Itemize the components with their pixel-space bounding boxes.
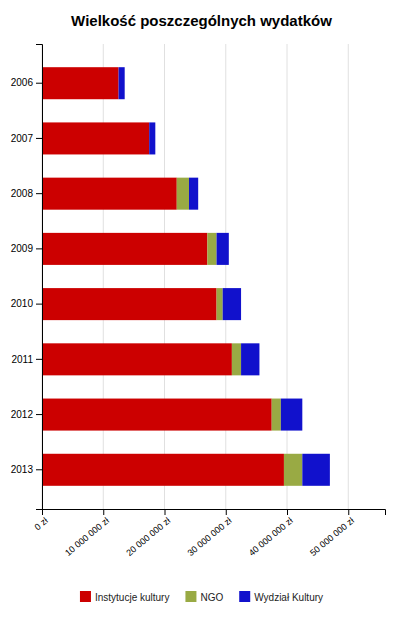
bar	[42, 454, 284, 486]
title: Wielkość poszczególnych wydatków	[71, 12, 332, 29]
x-tick: 10 000 000 zł	[63, 509, 111, 558]
y-axis: 2006 2007 2008 2009 2010 2011 2012 2013	[11, 45, 43, 510]
y-tick: 2013	[11, 464, 42, 475]
bar	[42, 343, 232, 375]
x-tick: 20 000 000 zł	[124, 509, 172, 558]
legend-swatch	[239, 591, 250, 602]
x-tick-label: 20 000 000 zł	[124, 516, 172, 558]
series	[119, 67, 330, 486]
y-tick-label: 2009	[11, 243, 34, 254]
x-tick-label: 30 000 000 zł	[186, 516, 234, 558]
x-tick-mark	[348, 509, 349, 515]
bar	[217, 233, 229, 265]
y-tick: 2006	[11, 77, 42, 88]
bar	[189, 178, 198, 210]
y-tick-mark	[36, 414, 42, 415]
y-tick-mark	[36, 469, 42, 470]
y-tick: 2009	[11, 243, 42, 254]
bar	[42, 288, 217, 320]
x-axis-line	[43, 510, 386, 516]
y-tick-label: 2013	[11, 464, 34, 475]
grid-line	[103, 44, 104, 509]
legend-item: Wydział Kultury	[239, 591, 323, 603]
legend-label: Wydział Kultury	[254, 592, 323, 603]
y-tick-label: 2012	[11, 409, 34, 420]
bar	[42, 178, 177, 210]
x-tick: 30 000 000 zł	[186, 509, 234, 558]
bar	[272, 399, 281, 431]
y-tick: 2008	[11, 188, 42, 199]
series	[42, 67, 284, 486]
legend: Instytucje kultury NGO Wydział Kultury	[80, 591, 323, 603]
y-tick-mark	[36, 138, 42, 139]
bar	[302, 454, 330, 486]
grid-line	[164, 44, 165, 509]
bar	[42, 233, 207, 265]
y-tick-mark	[36, 304, 42, 305]
grid-line	[348, 44, 349, 509]
legend-swatch	[80, 591, 91, 602]
legend-label: NGO	[200, 592, 223, 603]
grid-line	[225, 44, 226, 509]
bar	[42, 399, 272, 431]
bar	[42, 122, 149, 154]
y-tick-mark	[36, 83, 42, 84]
grid-line	[287, 44, 288, 509]
bar	[207, 233, 216, 265]
y-tick-label: 2010	[11, 298, 34, 309]
x-tick-label: 10 000 000 zł	[63, 516, 111, 558]
bar	[284, 454, 302, 486]
y-tick-mark	[36, 193, 42, 194]
plot: 0 zł 10 000 000 zł 20 000 000 zł 30 000 000…	[11, 44, 386, 558]
y-tick: 2011	[11, 354, 42, 365]
legend-item: Instytucje kultury	[80, 591, 169, 603]
series	[177, 178, 303, 486]
y-tick: 2012	[11, 409, 42, 420]
y-tick-label: 2008	[11, 188, 34, 199]
x-tick-mark	[226, 509, 227, 515]
bar	[42, 67, 119, 99]
y-tick: 2007	[11, 133, 42, 144]
x-tick: 40 000 000 zł	[247, 509, 295, 558]
x-tick-label: 50 000 000 zł	[308, 516, 356, 558]
chart: Wielkość poszczególnych wydatków 0 zł 10 0…	[0, 0, 403, 619]
bar	[149, 122, 155, 154]
x-axis: 0 zł 10 000 000 zł 20 000 000 zł 30 000 000…	[33, 509, 386, 558]
y-tick-mark	[36, 248, 42, 249]
y-tick: 2010	[11, 298, 42, 309]
y-tick-label: 2011	[11, 354, 33, 365]
x-tick-mark	[103, 509, 104, 515]
grid	[42, 44, 348, 509]
y-tick-label: 2007	[11, 133, 34, 144]
x-tick-mark	[165, 509, 166, 515]
y-tick-label: 2006	[11, 77, 34, 88]
bar	[241, 343, 259, 375]
bar	[119, 67, 125, 99]
bars	[42, 67, 330, 486]
bar	[223, 288, 241, 320]
y-tick-mark	[36, 359, 42, 360]
bar	[177, 178, 189, 210]
x-tick-mark	[287, 509, 288, 515]
x-tick-label: 0 zł	[33, 516, 50, 533]
bar	[217, 288, 223, 320]
x-tick: 0 zł	[33, 509, 50, 532]
legend-label: Instytucje kultury	[95, 592, 169, 603]
legend-item: NGO	[185, 591, 223, 603]
y-axis-line	[36, 45, 43, 510]
legend-swatch	[185, 591, 196, 602]
x-tick-label: 40 000 000 zł	[247, 516, 295, 558]
bar	[281, 399, 302, 431]
x-tick: 50 000 000 zł	[308, 509, 356, 558]
bar	[232, 343, 241, 375]
